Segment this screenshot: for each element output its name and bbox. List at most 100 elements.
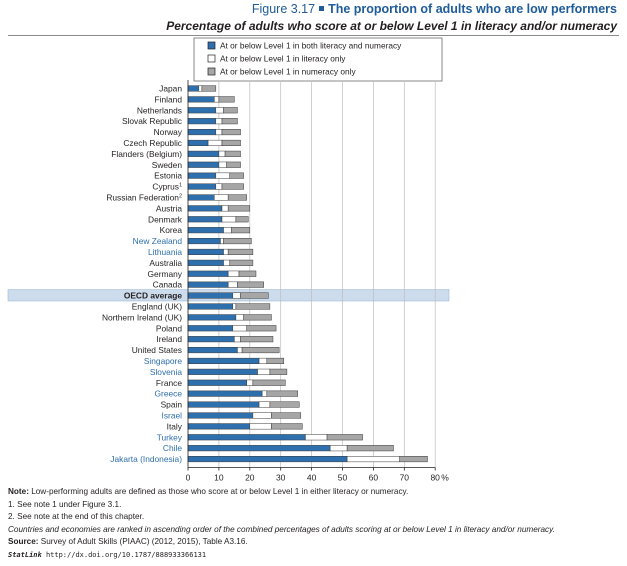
figure-number: Figure 3.17	[251, 2, 316, 16]
bar-segment	[227, 194, 247, 201]
bar-segment	[237, 281, 264, 288]
bar-segment	[187, 139, 209, 146]
bar-segment	[187, 150, 220, 157]
bar-segment	[215, 118, 223, 125]
bar-segment	[187, 412, 254, 419]
statlink-line: StatLink http://dx.doi.org/10.1787/88893…	[8, 549, 620, 562]
title-divider	[8, 35, 619, 36]
category-label: Slovenia	[150, 367, 182, 377]
bar-segment	[215, 107, 224, 114]
note-label: Note:	[8, 487, 29, 496]
bar-segment	[187, 161, 220, 168]
bar-segment	[187, 379, 247, 386]
category-label: Flanders (Belgium)	[111, 149, 182, 159]
figure-subtitle: Percentage of adults who score at or bel…	[166, 19, 617, 33]
stacked-bar-chart: At or below Level 1 in both literacy and…	[7, 37, 450, 483]
bar-segment	[269, 368, 288, 375]
category-label: France	[156, 378, 182, 388]
bar-segment	[249, 423, 272, 430]
bar-segment	[223, 248, 229, 255]
x-tick-label: 80	[430, 473, 440, 483]
bar-segment	[215, 183, 223, 190]
category-label: Austria	[156, 203, 182, 213]
bar-segment	[243, 314, 272, 321]
bar-segment	[187, 314, 237, 321]
bar-segment	[346, 456, 400, 463]
bar-segment	[187, 96, 215, 103]
bar-segment	[187, 423, 251, 430]
bar-segment	[261, 390, 268, 397]
category-label: Cyprus1	[152, 182, 182, 192]
bar-segment	[229, 259, 254, 266]
bar-segment	[241, 347, 280, 354]
bar-segment	[218, 161, 227, 168]
bar-segment	[221, 129, 241, 136]
superscript-marker: 2	[179, 193, 182, 199]
bar-segment	[232, 325, 247, 332]
bar-segment	[221, 118, 238, 125]
x-tick-label: 50	[338, 473, 348, 483]
bar-segment	[218, 96, 235, 103]
bar-segment	[220, 238, 224, 245]
title-bullet-icon	[319, 6, 325, 12]
bar-segment	[235, 314, 244, 321]
category-label: Australia	[149, 258, 182, 268]
category-label: Lithuania	[148, 247, 182, 257]
superscript-marker: 1	[179, 183, 182, 189]
legend-box	[193, 37, 443, 82]
bar-segment	[266, 357, 285, 364]
category-label: Denmark	[148, 214, 183, 224]
bar-segment	[240, 336, 274, 343]
statlink-url[interactable]: http://dx.doi.org/10.1787/888933366131	[45, 550, 207, 559]
bar-segment	[187, 281, 229, 288]
category-label: Norway	[154, 127, 183, 137]
bar-segment	[187, 118, 217, 125]
bar-segment	[187, 292, 234, 299]
bar-segment	[187, 183, 217, 190]
note-line: Note: Low-performing adults are defined …	[8, 486, 620, 499]
bar-segment	[232, 303, 237, 310]
bar-segment	[235, 216, 249, 223]
bar-segment	[223, 259, 230, 266]
bar-segment	[246, 379, 254, 386]
category-label: Netherlands	[137, 105, 182, 115]
bar-segment	[207, 139, 223, 146]
bar-segment	[187, 205, 223, 212]
category-label: Japan	[159, 83, 182, 93]
x-tick-label: 10	[214, 473, 224, 483]
x-tick-label: 70	[400, 473, 410, 483]
category-label: Ireland	[156, 334, 182, 344]
bar-segment	[227, 248, 254, 255]
bar-segment	[237, 347, 243, 354]
bar-segment	[271, 412, 302, 419]
bar-segment	[231, 227, 251, 234]
category-label: Chile	[163, 443, 182, 453]
bar-segment	[326, 434, 363, 441]
bar-segment	[215, 172, 230, 179]
note-text: Low-performing adults are defined as tho…	[28, 487, 409, 496]
note-1: 1. See note 1 under Figure 3.1.	[8, 499, 122, 509]
bar-segment	[187, 238, 221, 245]
x-tick-label: 60	[369, 473, 379, 483]
bar-segment	[187, 445, 331, 452]
bar-segment	[258, 401, 271, 408]
bar-segment	[215, 129, 223, 136]
ranking-note: Countries and economies are ranked in as…	[8, 524, 555, 534]
bar-segment	[227, 205, 251, 212]
legend-swatch	[207, 67, 216, 76]
category-label: OECD average	[124, 291, 183, 301]
bar-segment	[221, 183, 244, 190]
bar-segment	[187, 347, 238, 354]
category-label: Slovak Republic	[122, 116, 182, 126]
bar-segment	[229, 172, 244, 179]
bar-segment	[221, 216, 237, 223]
bar-segment	[187, 259, 224, 266]
legend-entry: At or below Level 1 in both literacy and…	[220, 41, 402, 51]
bar-segment	[187, 368, 258, 375]
bar-segment	[187, 434, 306, 441]
bar-segment	[252, 412, 272, 419]
category-label: England (UK)	[132, 301, 182, 311]
legend-swatch	[207, 41, 216, 50]
bar-segment	[235, 303, 271, 310]
